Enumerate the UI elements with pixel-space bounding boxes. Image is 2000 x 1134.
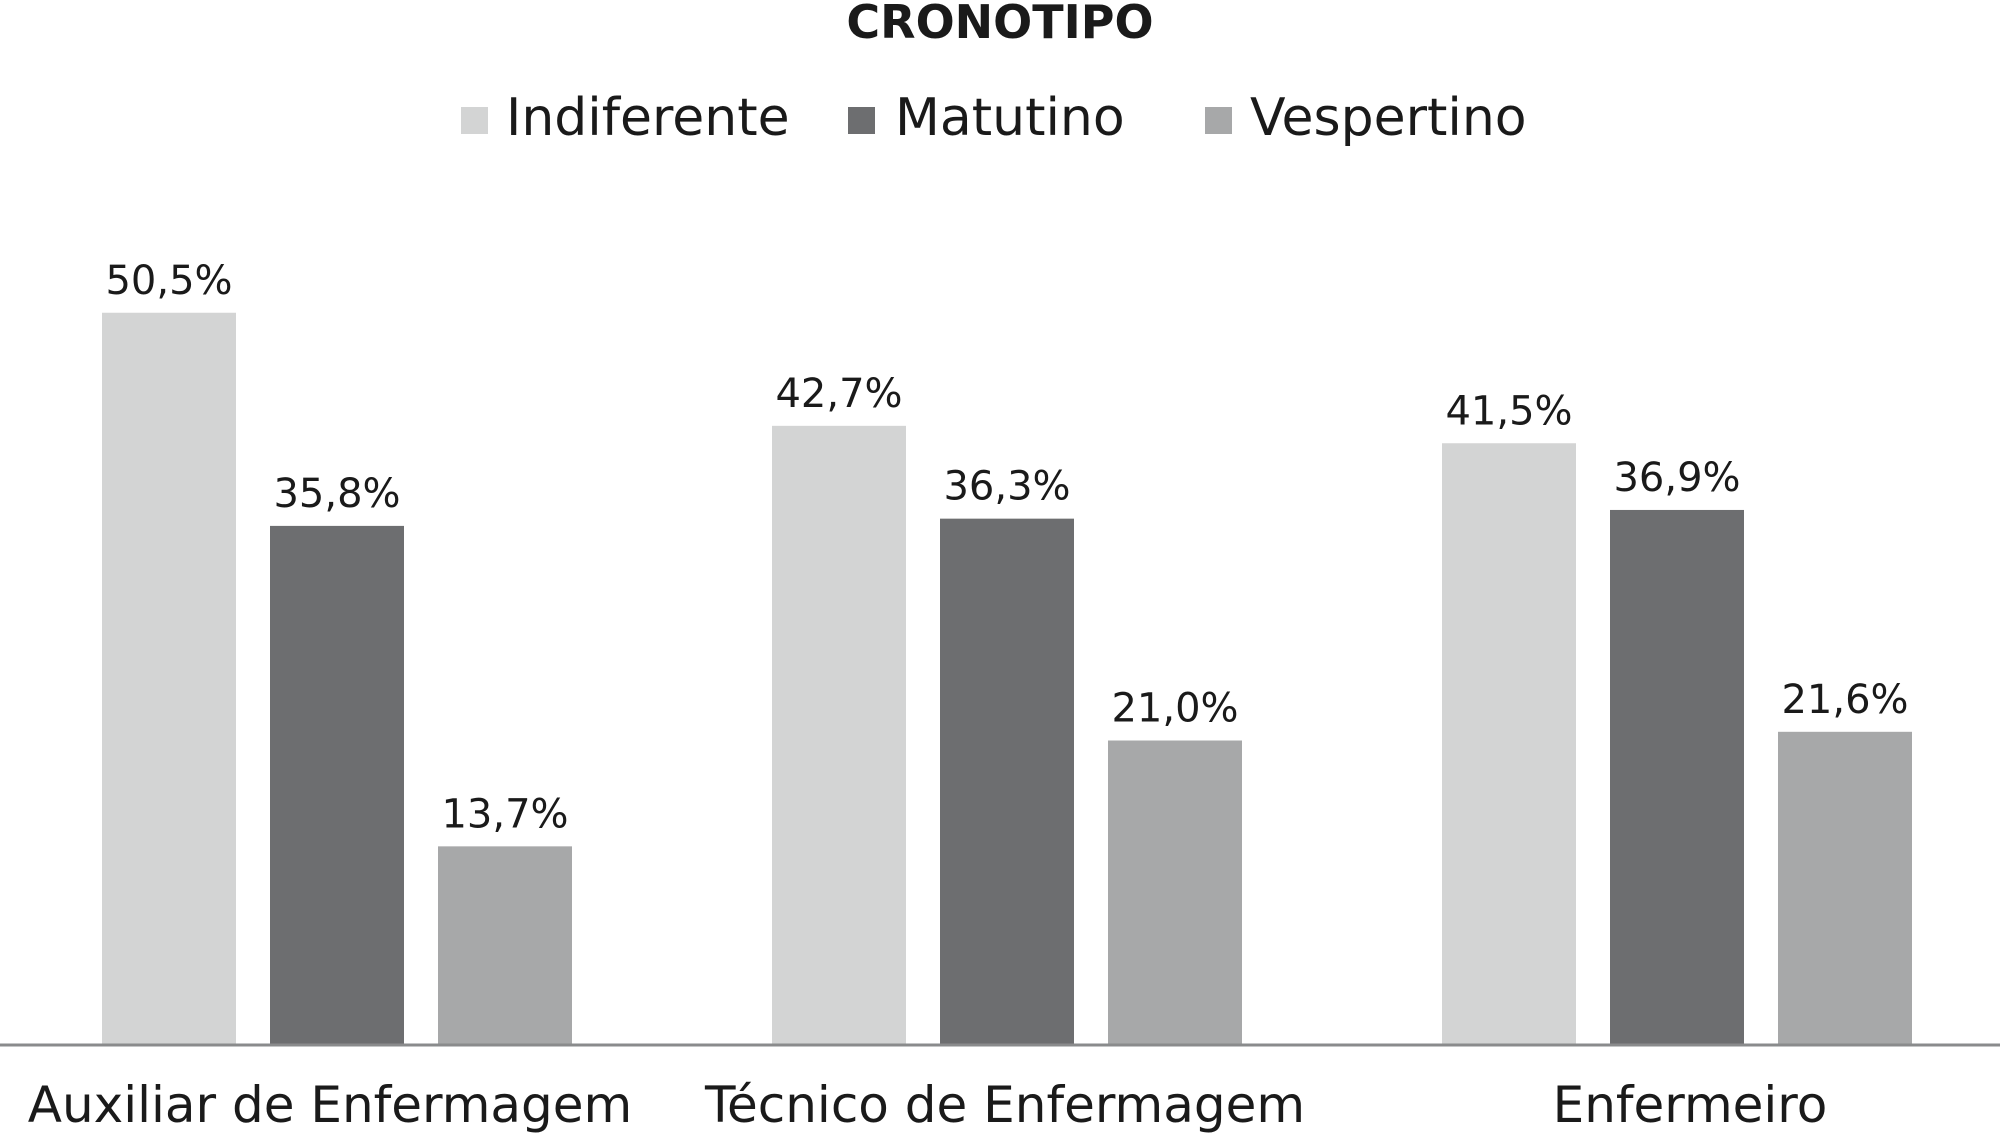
bars-group — [102, 312, 1912, 1046]
bar-2-2 — [940, 518, 1074, 1045]
data-label-1-2: 35,8% — [273, 471, 400, 517]
data-label-3-1: 41,5% — [1445, 388, 1572, 434]
data-labels-group: 50,5% 35,8% 13,7% 42,7% 36,3% 21,0% 41,5% 36,9%… — [105, 258, 1908, 838]
legend-swatch-1 — [461, 107, 488, 134]
data-label-2-1: 42,7% — [775, 371, 902, 417]
bar-2-3 — [1108, 740, 1242, 1045]
legend-label-2: Matutino — [895, 88, 1125, 148]
category-label-1: Auxiliar de Enfermagem — [28, 1076, 633, 1134]
data-label-2-2: 36,3% — [943, 464, 1070, 510]
data-label-3-3: 21,6% — [1781, 677, 1908, 723]
legend-label-3: Vespertino — [1250, 88, 1527, 148]
bar-3-2 — [1610, 509, 1744, 1045]
data-label-3-2: 36,9% — [1613, 455, 1740, 501]
data-label-2-3: 21,0% — [1111, 686, 1238, 732]
category-labels-group: Auxiliar de Enfermagem Técnico de Enferma… — [28, 1076, 1828, 1134]
data-label-1-3: 13,7% — [441, 791, 568, 837]
bar-3-1 — [1442, 443, 1576, 1045]
chart-title: CRONOTIPO — [846, 0, 1153, 49]
legend: Indiferente Matutino Vespertino — [461, 88, 1527, 148]
legend-swatch-2 — [848, 107, 875, 134]
bar-2-1 — [772, 425, 906, 1046]
category-label-2: Técnico de Enfermagem — [704, 1076, 1305, 1134]
bar-1-1 — [102, 312, 236, 1045]
bar-1-3 — [438, 846, 572, 1045]
data-label-1-1: 50,5% — [105, 258, 232, 304]
category-label-3: Enfermeiro — [1553, 1076, 1828, 1134]
legend-label-1: Indiferente — [506, 88, 790, 148]
bar-1-2 — [270, 525, 404, 1045]
legend-swatch-3 — [1205, 107, 1232, 134]
bar-3-3 — [1778, 731, 1912, 1045]
